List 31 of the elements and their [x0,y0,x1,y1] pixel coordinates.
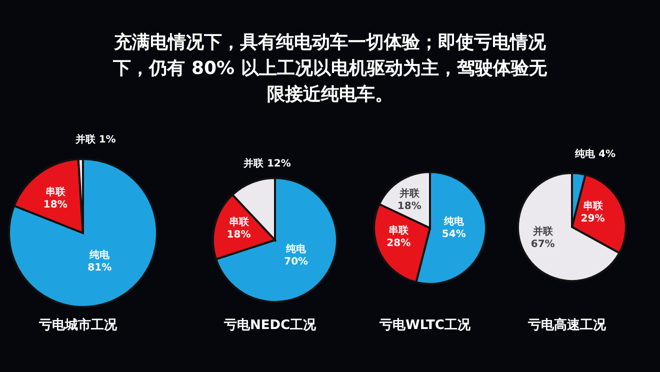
pie-slice [215,177,338,303]
data-label: 18% [397,200,422,212]
slice-label: 并联 [243,158,264,170]
text: 亏电WLTC工况 [378,317,472,334]
slice-label: 并联 [398,187,420,200]
slice-label: 并联 [75,134,96,146]
slice-label: 串联 [228,216,250,228]
text: 亏电城市工况 [38,316,118,334]
slice-label: 串联 [582,200,604,212]
data-label: 18% [226,229,251,240]
data-label: 4% [598,149,616,160]
text: 亏电NEDC工况 [222,317,318,334]
data-label: 12% [266,158,291,170]
data-label: 1% [98,134,116,146]
data-label: 81% [88,262,112,274]
slice-label: 串联 [388,224,410,236]
data-label: 18% [43,199,68,210]
data-label: 70% [284,256,308,268]
text: 亏电高速工况 [527,316,607,334]
data-label: 28% [386,238,411,249]
pie-slice [8,158,158,308]
slice-label: 纯电 [442,216,465,228]
slice-label: 纯电 [88,248,111,261]
data-label: 54% [442,229,466,240]
slice-label: 串联 [45,186,66,198]
slice-label: 并联 [532,225,554,238]
data-label: 29% [580,213,605,224]
slice-label: 纯电 [285,242,308,255]
slice-label: 纯电 [575,149,596,160]
data-label: 67% [530,238,555,250]
text: 充满电情况下，具有纯电动车一切体验；即使亏电情况下，仍有 80% 以上工况以电机驱动为主，驾驶体验无限接近纯电车。 [112,31,548,107]
